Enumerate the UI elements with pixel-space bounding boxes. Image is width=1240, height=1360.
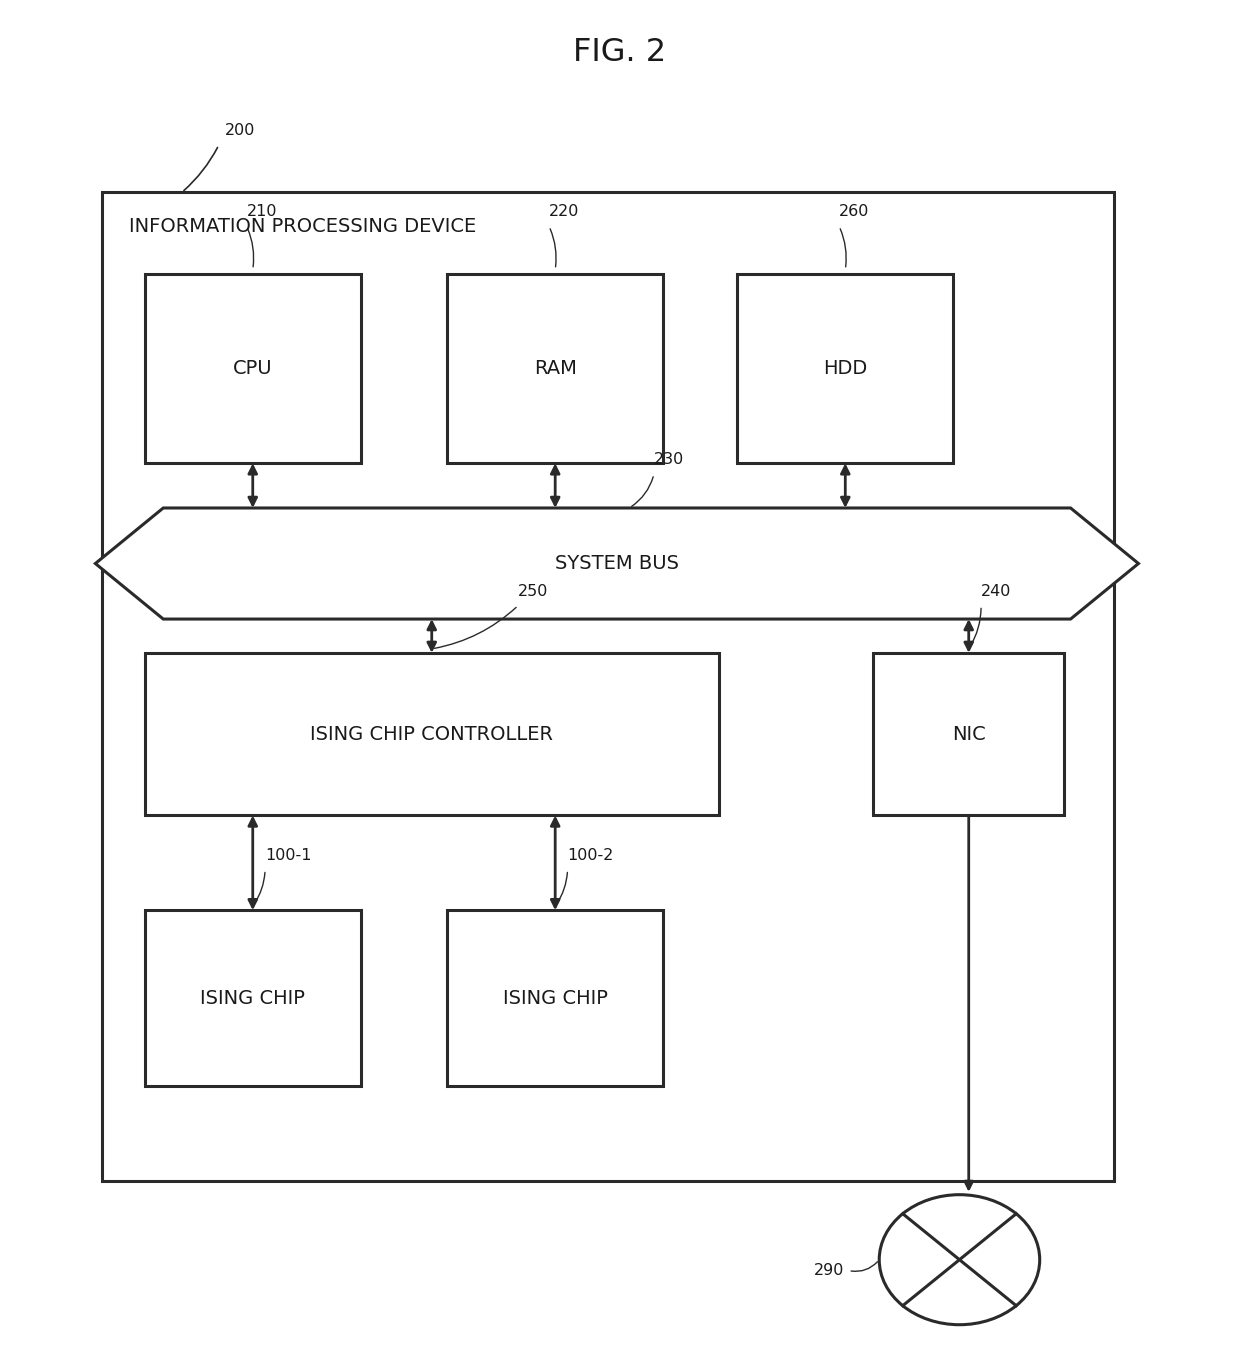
Text: 220: 220 [549, 204, 579, 219]
Text: 200: 200 [224, 124, 255, 139]
Bar [145, 910, 361, 1087]
Text: 210: 210 [247, 204, 277, 219]
Bar [448, 910, 663, 1087]
Text: 230: 230 [653, 453, 684, 468]
Text: 250: 250 [518, 583, 548, 598]
Text: 290: 290 [815, 1263, 844, 1278]
Text: RAM: RAM [533, 359, 577, 378]
Text: FIG. 2: FIG. 2 [573, 37, 667, 68]
Text: 240: 240 [981, 583, 1012, 598]
Text: NIC: NIC [952, 725, 986, 744]
Bar [738, 273, 954, 464]
Bar [145, 273, 361, 464]
Text: 260: 260 [839, 204, 869, 219]
Text: ISING CHIP: ISING CHIP [502, 989, 608, 1008]
Text: INFORMATION PROCESSING DEVICE: INFORMATION PROCESSING DEVICE [129, 216, 476, 235]
Text: CPU: CPU [233, 359, 273, 378]
Bar [873, 653, 1064, 816]
Text: SYSTEM BUS: SYSTEM BUS [556, 554, 680, 573]
Text: ISING CHIP: ISING CHIP [201, 989, 305, 1008]
Text: 100-2: 100-2 [568, 847, 614, 862]
Bar [448, 273, 663, 464]
Bar [102, 192, 1114, 1180]
Text: ISING CHIP CONTROLLER: ISING CHIP CONTROLLER [310, 725, 553, 744]
Polygon shape [95, 509, 1138, 619]
Ellipse shape [879, 1194, 1039, 1325]
Bar [145, 653, 719, 816]
Text: HDD: HDD [823, 359, 868, 378]
Text: 100-1: 100-1 [265, 847, 311, 862]
